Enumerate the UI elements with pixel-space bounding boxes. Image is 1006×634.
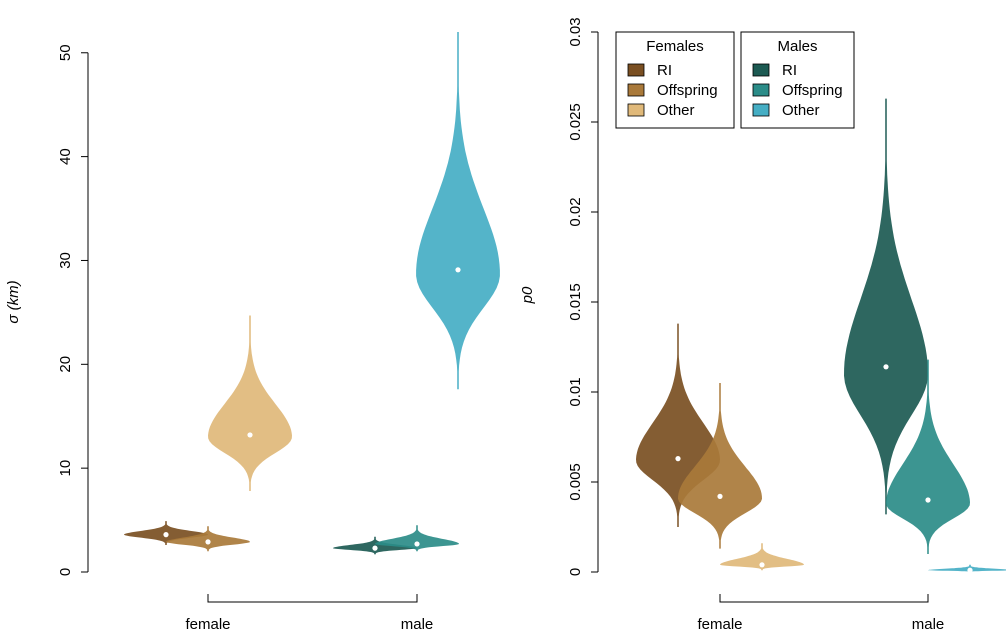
violin-male-offspring [886, 359, 970, 554]
legend-swatch [752, 103, 770, 117]
y-tick-label: 0.03 [567, 17, 584, 46]
x-axis-line [207, 594, 418, 603]
median-point [925, 497, 931, 503]
violin-female-other [720, 543, 804, 571]
x-tick-label: female [697, 616, 742, 633]
legend-label: Other [657, 102, 695, 119]
y-tick-label: 0.005 [567, 463, 584, 501]
x-tick-label: male [401, 616, 434, 633]
y-tick-label: 50 [57, 44, 74, 61]
median-point [163, 532, 169, 538]
sigma-panel: 0 10 20 30 40 50 σ (km) female male [5, 32, 500, 633]
median-point [759, 562, 765, 568]
violin-female-offspring [166, 526, 250, 552]
median-point [414, 541, 420, 547]
median-point [247, 432, 253, 438]
x-axis-line [719, 594, 929, 603]
x-tick-label: female [185, 616, 230, 633]
legend-label: RI [657, 62, 672, 79]
y-tick-label: 40 [57, 148, 74, 165]
violin-male-other [928, 564, 1006, 572]
median-point [455, 267, 461, 273]
legend-title: Males [777, 38, 817, 55]
y-axis-label: p0 [519, 286, 536, 304]
legend-label: Offspring [657, 82, 718, 99]
legend-swatch [627, 83, 645, 97]
median-point [717, 493, 723, 499]
p0-panel: 0 0.005 0.01 0.015 0.02 0.025 0.03 p0 female male… [519, 17, 1006, 633]
median-point [883, 364, 889, 370]
violin-female-offspring [678, 383, 762, 549]
y-tick-label: 10 [57, 460, 74, 477]
violin-male-other [416, 32, 500, 390]
legend-swatch [752, 63, 770, 77]
y-tick-label: 20 [57, 356, 74, 373]
y-tick-label: 30 [57, 252, 74, 269]
median-point [205, 539, 211, 545]
legend-label: RI [782, 62, 797, 79]
legend-swatch [627, 103, 645, 117]
y-tick-label: 0.015 [567, 283, 584, 321]
y-tick-label: 0.01 [567, 377, 584, 406]
x-tick-label: male [912, 616, 945, 633]
violin-male-offspring [375, 525, 459, 552]
y-axis-label: σ (km) [5, 280, 22, 323]
legend-swatch [752, 83, 770, 97]
y-tick-label: 0 [567, 568, 584, 576]
median-point [967, 567, 973, 573]
y-tick-label: 0 [57, 568, 74, 576]
legend-label: Offspring [782, 82, 843, 99]
median-point [372, 545, 378, 551]
legend-label: Other [782, 102, 820, 119]
median-point [675, 456, 681, 462]
legend-title: Females [646, 38, 704, 55]
legend-swatch [627, 63, 645, 77]
violin-male-ri [844, 98, 928, 515]
y-tick-label: 0.025 [567, 103, 584, 141]
violin-female-other [208, 315, 292, 491]
y-tick-label: 0.02 [567, 197, 584, 226]
